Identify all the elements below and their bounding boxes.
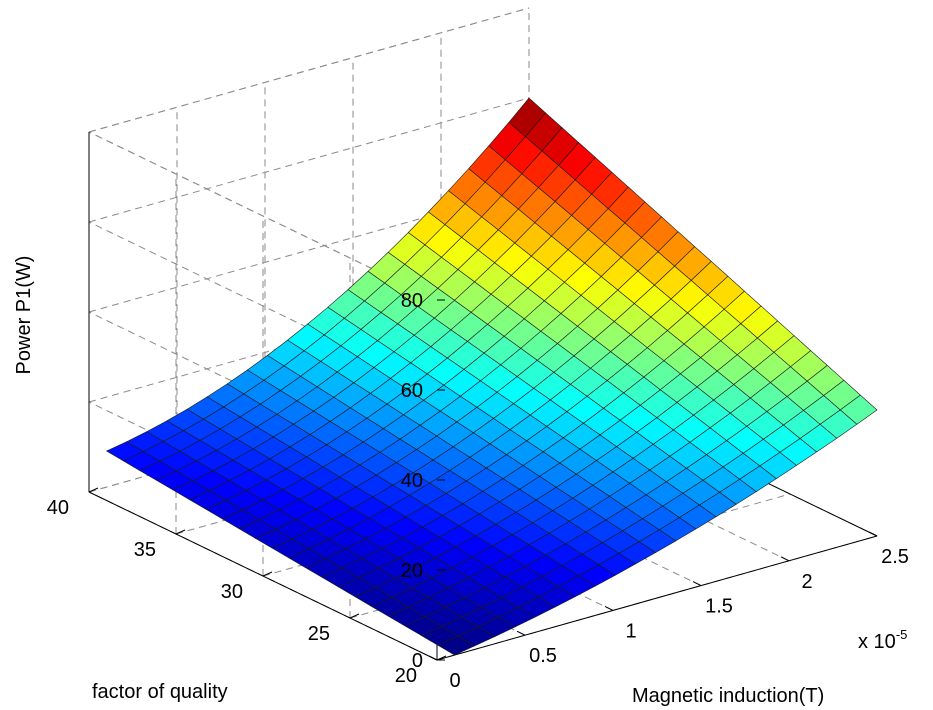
y-tick-label: 35 — [134, 539, 156, 561]
x-axis-multiplier-base: x 10 — [858, 631, 896, 653]
z-tick-label: 80 — [401, 290, 423, 312]
z-axis-label: Power P1(W) — [13, 256, 35, 375]
x-tick-label: 0.5 — [529, 645, 557, 667]
grid-line-z — [88, 97, 530, 223]
grid-line-z — [88, 187, 530, 313]
z-tick-label: 40 — [401, 470, 423, 492]
y-tick-mark — [436, 655, 447, 661]
x-tick-mark — [604, 605, 614, 611]
x-tick-label: 0 — [449, 670, 460, 692]
x-tick-label: 2.5 — [881, 546, 909, 568]
y-axis-label: factor of quality — [92, 681, 228, 703]
y-tick-label: 20 — [395, 665, 417, 687]
x-tick-label: 2 — [801, 571, 812, 593]
y-tick-mark — [88, 487, 99, 493]
surface — [105, 97, 878, 656]
y-tick-label: 30 — [221, 581, 243, 603]
x-axis-label: Magnetic induction(T) — [632, 685, 824, 707]
x-tick-mark — [516, 630, 526, 636]
x-axis — [436, 535, 878, 661]
x-tick-label: 1.5 — [705, 596, 733, 618]
y-tick-label: 40 — [47, 497, 69, 519]
z-tick-label: 0 — [412, 650, 423, 672]
y-tick-mark — [349, 613, 360, 619]
y-tick-mark — [175, 529, 186, 535]
grid-line-top — [88, 7, 530, 133]
surface-patch — [839, 394, 878, 425]
z-tick-label: 20 — [401, 560, 423, 582]
y-tick-mark — [262, 571, 273, 577]
z-tick-label: 60 — [401, 380, 423, 402]
x-tick-mark — [780, 556, 790, 562]
x-tick-mark — [428, 655, 438, 661]
x-axis-multiplier: x 10-5 — [858, 627, 907, 653]
x-tick-mark — [868, 531, 878, 537]
y-tick-label: 25 — [308, 623, 330, 645]
x-tick-label: 1 — [625, 620, 636, 642]
x-tick-mark — [692, 581, 702, 587]
x-axis-multiplier-exponent: -5 — [896, 627, 908, 642]
